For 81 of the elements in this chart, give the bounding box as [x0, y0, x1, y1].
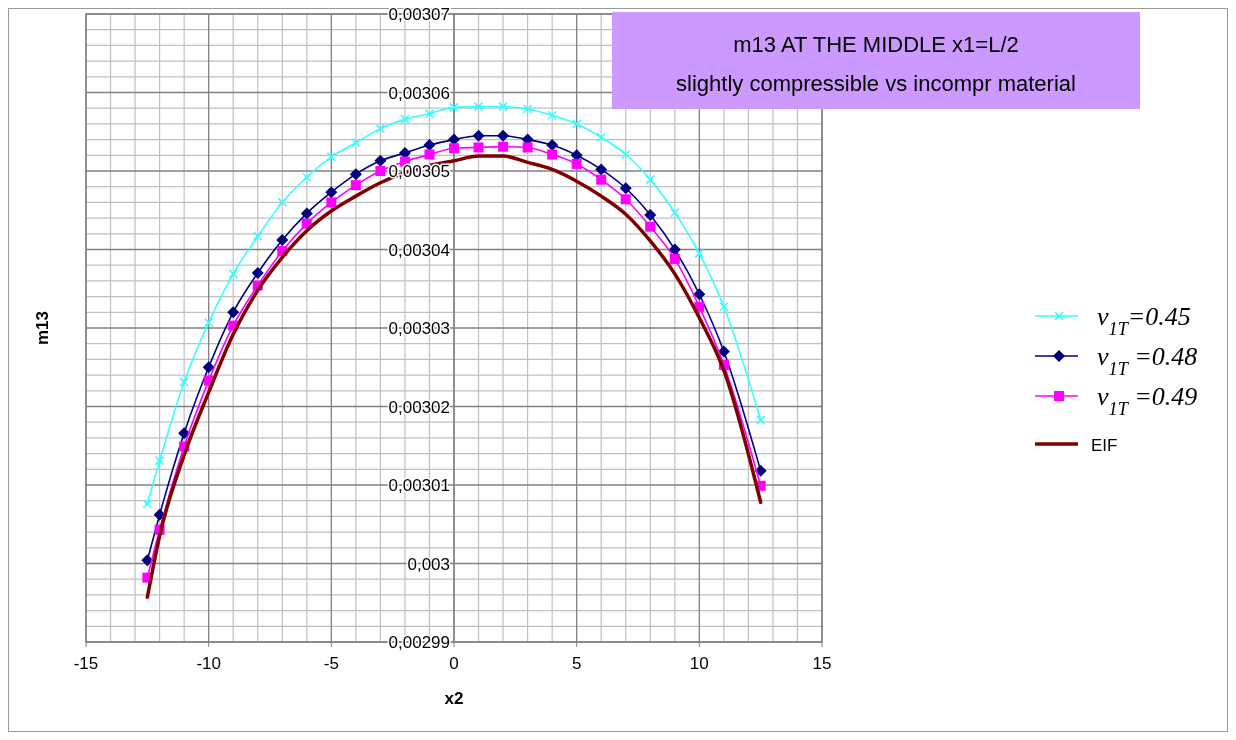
point: [670, 207, 680, 218]
legend-label: EIF: [1091, 436, 1118, 455]
point: [203, 317, 214, 328]
point: [424, 149, 435, 160]
point: [498, 101, 508, 112]
x-axis-title: x2: [444, 689, 464, 708]
point: [754, 464, 767, 477]
point: [227, 306, 240, 319]
point: [141, 554, 154, 567]
point: [349, 168, 362, 181]
point: [547, 149, 558, 160]
point: [473, 142, 484, 153]
point: [375, 123, 386, 134]
point: [645, 174, 656, 185]
point: [400, 114, 410, 124]
point: [620, 149, 631, 160]
legend-label: v$_{1T}$ =0.49: [1097, 382, 1198, 419]
y-tick-label: 0,00299: [388, 633, 450, 652]
y-tick-label: 0,003: [407, 554, 450, 574]
point: [326, 197, 337, 208]
text: slightly compressible vs incompr material: [676, 71, 1076, 96]
point: [350, 180, 361, 191]
point: [571, 158, 582, 169]
point: [472, 129, 485, 142]
x-tick-label: 0: [449, 654, 459, 673]
point: [595, 163, 608, 176]
point: [645, 221, 656, 232]
point: [276, 234, 289, 247]
y-tick-label: 0,00301: [388, 476, 450, 495]
point: [178, 427, 191, 440]
x-tick-label: 10: [689, 654, 709, 673]
x-tick-label: -5: [323, 654, 339, 673]
point: [717, 345, 730, 358]
point: [547, 110, 557, 121]
point: [142, 499, 153, 509]
y-tick-label: 0,00307: [388, 5, 450, 24]
y-tick-label: 0,00306: [388, 83, 450, 103]
point: [351, 137, 361, 148]
point: [374, 154, 387, 167]
x-tick-label: 5: [571, 654, 582, 673]
point: [277, 197, 288, 208]
point: [449, 102, 459, 113]
legend-label: v$_{1T}$ =0.48: [1097, 342, 1198, 379]
text: m13 AT THE MIDDLE x1=L/2: [733, 32, 1019, 57]
point: [669, 253, 680, 264]
point: [228, 269, 238, 279]
y-tick-label: 0,00304: [388, 240, 450, 260]
point: [424, 108, 435, 119]
x-tick-label: 15: [812, 654, 832, 673]
point: [719, 302, 729, 312]
point: [375, 166, 386, 176]
point: [473, 101, 484, 112]
point: [571, 119, 582, 129]
point: [302, 172, 312, 183]
point: [252, 231, 263, 241]
point: [202, 361, 215, 374]
point: [522, 104, 533, 114]
point: [497, 129, 510, 142]
point: [620, 194, 631, 205]
y-tick-label: 0,00302: [388, 397, 450, 417]
point: [449, 143, 459, 154]
point: [755, 415, 766, 425]
point: [596, 174, 607, 185]
point: [325, 186, 338, 199]
legend-label: v$_{1T}$=0.45: [1097, 302, 1191, 339]
point: [326, 152, 337, 162]
point: [644, 208, 657, 221]
y-axis-title: m13: [33, 310, 52, 346]
x-tick-label: -15: [73, 654, 99, 673]
point: [694, 248, 705, 259]
point: [300, 207, 313, 220]
point: [251, 267, 264, 280]
y-tick-label: 0,00303: [388, 319, 450, 338]
point: [179, 377, 189, 387]
point: [498, 141, 509, 152]
point: [619, 182, 632, 195]
point: [596, 132, 606, 143]
point: [522, 142, 533, 153]
x-tick-label: -10: [196, 654, 221, 673]
point: [693, 288, 706, 301]
point: [154, 455, 165, 466]
